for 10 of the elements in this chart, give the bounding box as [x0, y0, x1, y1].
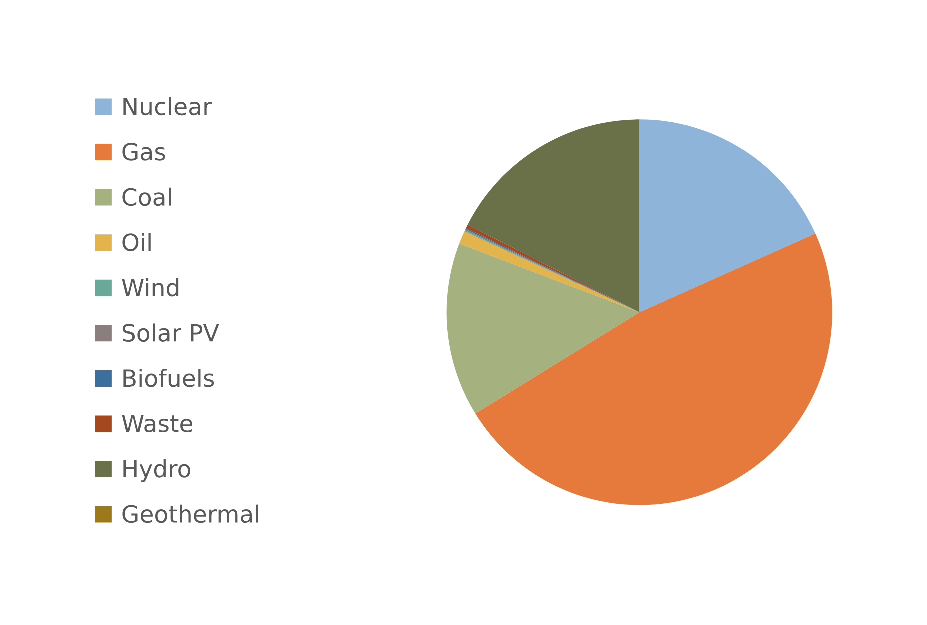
legend-label: Geothermal — [122, 504, 259, 524]
legend-label: Wind — [122, 278, 179, 297]
legend-label: Solar PV — [122, 324, 220, 342]
legend-label: Hydro — [124, 460, 190, 482]
legend-label: Biofuels — [124, 368, 214, 388]
legend-label: Oil — [122, 233, 151, 252]
legend-label: Coal — [122, 188, 172, 206]
legend-label: Nuclear — [124, 97, 212, 116]
legend-label: Waste — [122, 415, 193, 433]
legend-label: Gas — [122, 143, 166, 161]
